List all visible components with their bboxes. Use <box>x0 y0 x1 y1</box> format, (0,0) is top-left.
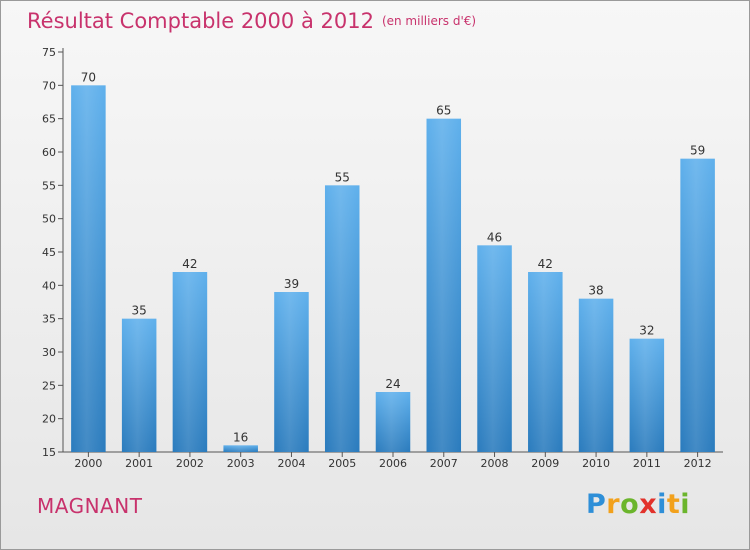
x-tick-label: 2007 <box>430 457 458 470</box>
y-tick-label: 45 <box>42 246 56 259</box>
bars-group <box>71 85 715 453</box>
logo-letter: o <box>620 489 640 520</box>
x-tick-label: 2010 <box>582 457 610 470</box>
x-axis: 2000 2001 2002 2003 2004 2005 2006 2007 2008 2009… <box>63 451 723 470</box>
y-tick-label: 60 <box>42 146 56 159</box>
x-tick-label: 2011 <box>633 457 661 470</box>
y-tick-label: 25 <box>42 379 56 392</box>
y-tick-label: 40 <box>42 279 56 292</box>
value-label-2011: 32 <box>639 324 654 338</box>
y-tick-label: 20 <box>42 413 56 426</box>
logo-letter: i <box>657 489 667 520</box>
value-label-2012: 59 <box>690 144 705 158</box>
value-label-2006: 24 <box>385 377 400 391</box>
logo-letter: x <box>639 489 658 520</box>
bar-highlight <box>223 445 258 452</box>
value-labels-group: 70 35 42 16 39 55 24 65 46 42 38 32 59 <box>81 70 706 444</box>
logo-letter: i <box>680 489 691 520</box>
bar-highlight <box>274 292 309 452</box>
x-tick-label: 2009 <box>531 457 559 470</box>
bar-highlight <box>578 298 614 452</box>
y-axis: 15 20 25 30 35 40 45 50 55 60 65 70 75 <box>42 46 64 459</box>
proxiti-logo: Proxiti <box>586 489 690 520</box>
x-tick-label: 2004 <box>277 457 305 470</box>
logo-letter: P <box>586 489 607 520</box>
commune-name: MAGNANT <box>37 494 143 518</box>
value-label-2002: 42 <box>182 257 197 271</box>
value-label-2001: 35 <box>132 304 147 318</box>
bar-highlight <box>375 392 411 452</box>
bar-highlight <box>528 272 563 452</box>
chart-title-text: Résultat Comptable 2000 à 2012 <box>27 9 374 33</box>
bar-highlight <box>71 85 106 452</box>
value-label-2005: 55 <box>335 170 350 184</box>
value-label-2000: 70 <box>81 70 96 84</box>
x-tick-label: 2001 <box>125 457 153 470</box>
x-tick-label: 2002 <box>176 457 204 470</box>
x-tick-label: 2008 <box>481 457 509 470</box>
chart-subtitle: (en milliers d'€) <box>381 14 477 28</box>
value-label-2004: 39 <box>284 277 299 291</box>
chart-title: Résultat Comptable 2000 à 2012 (en millie… <box>27 9 476 33</box>
y-tick-label: 30 <box>42 346 56 359</box>
y-tick-label: 75 <box>42 46 56 59</box>
y-tick-label: 35 <box>42 313 56 326</box>
x-tick-label: 2012 <box>684 457 712 470</box>
value-label-2009: 42 <box>538 257 553 271</box>
bar-highlight <box>172 272 208 452</box>
value-label-2007: 65 <box>436 104 451 118</box>
y-tick-label: 15 <box>42 446 56 459</box>
x-tick-label: 2005 <box>328 457 356 470</box>
bar-highlight <box>121 318 157 452</box>
value-label-2003: 16 <box>233 430 248 444</box>
value-label-2008: 46 <box>487 230 502 244</box>
x-tick-label: 2003 <box>227 457 255 470</box>
value-label-2010: 38 <box>588 284 603 298</box>
y-tick-label: 55 <box>42 179 56 192</box>
logo-letter: r <box>606 489 621 520</box>
y-tick-label: 70 <box>42 79 56 92</box>
x-tick-label: 2006 <box>379 457 407 470</box>
bar-highlight <box>426 118 462 453</box>
y-tick-label: 50 <box>42 213 56 226</box>
y-tick-label: 65 <box>42 113 56 126</box>
bar-highlight <box>324 185 360 453</box>
bar-highlight <box>477 245 512 452</box>
bar-highlight <box>629 338 665 452</box>
bar-highlight <box>680 158 715 452</box>
x-tick-label: 2000 <box>74 457 102 470</box>
logo-letter: t <box>666 489 681 520</box>
